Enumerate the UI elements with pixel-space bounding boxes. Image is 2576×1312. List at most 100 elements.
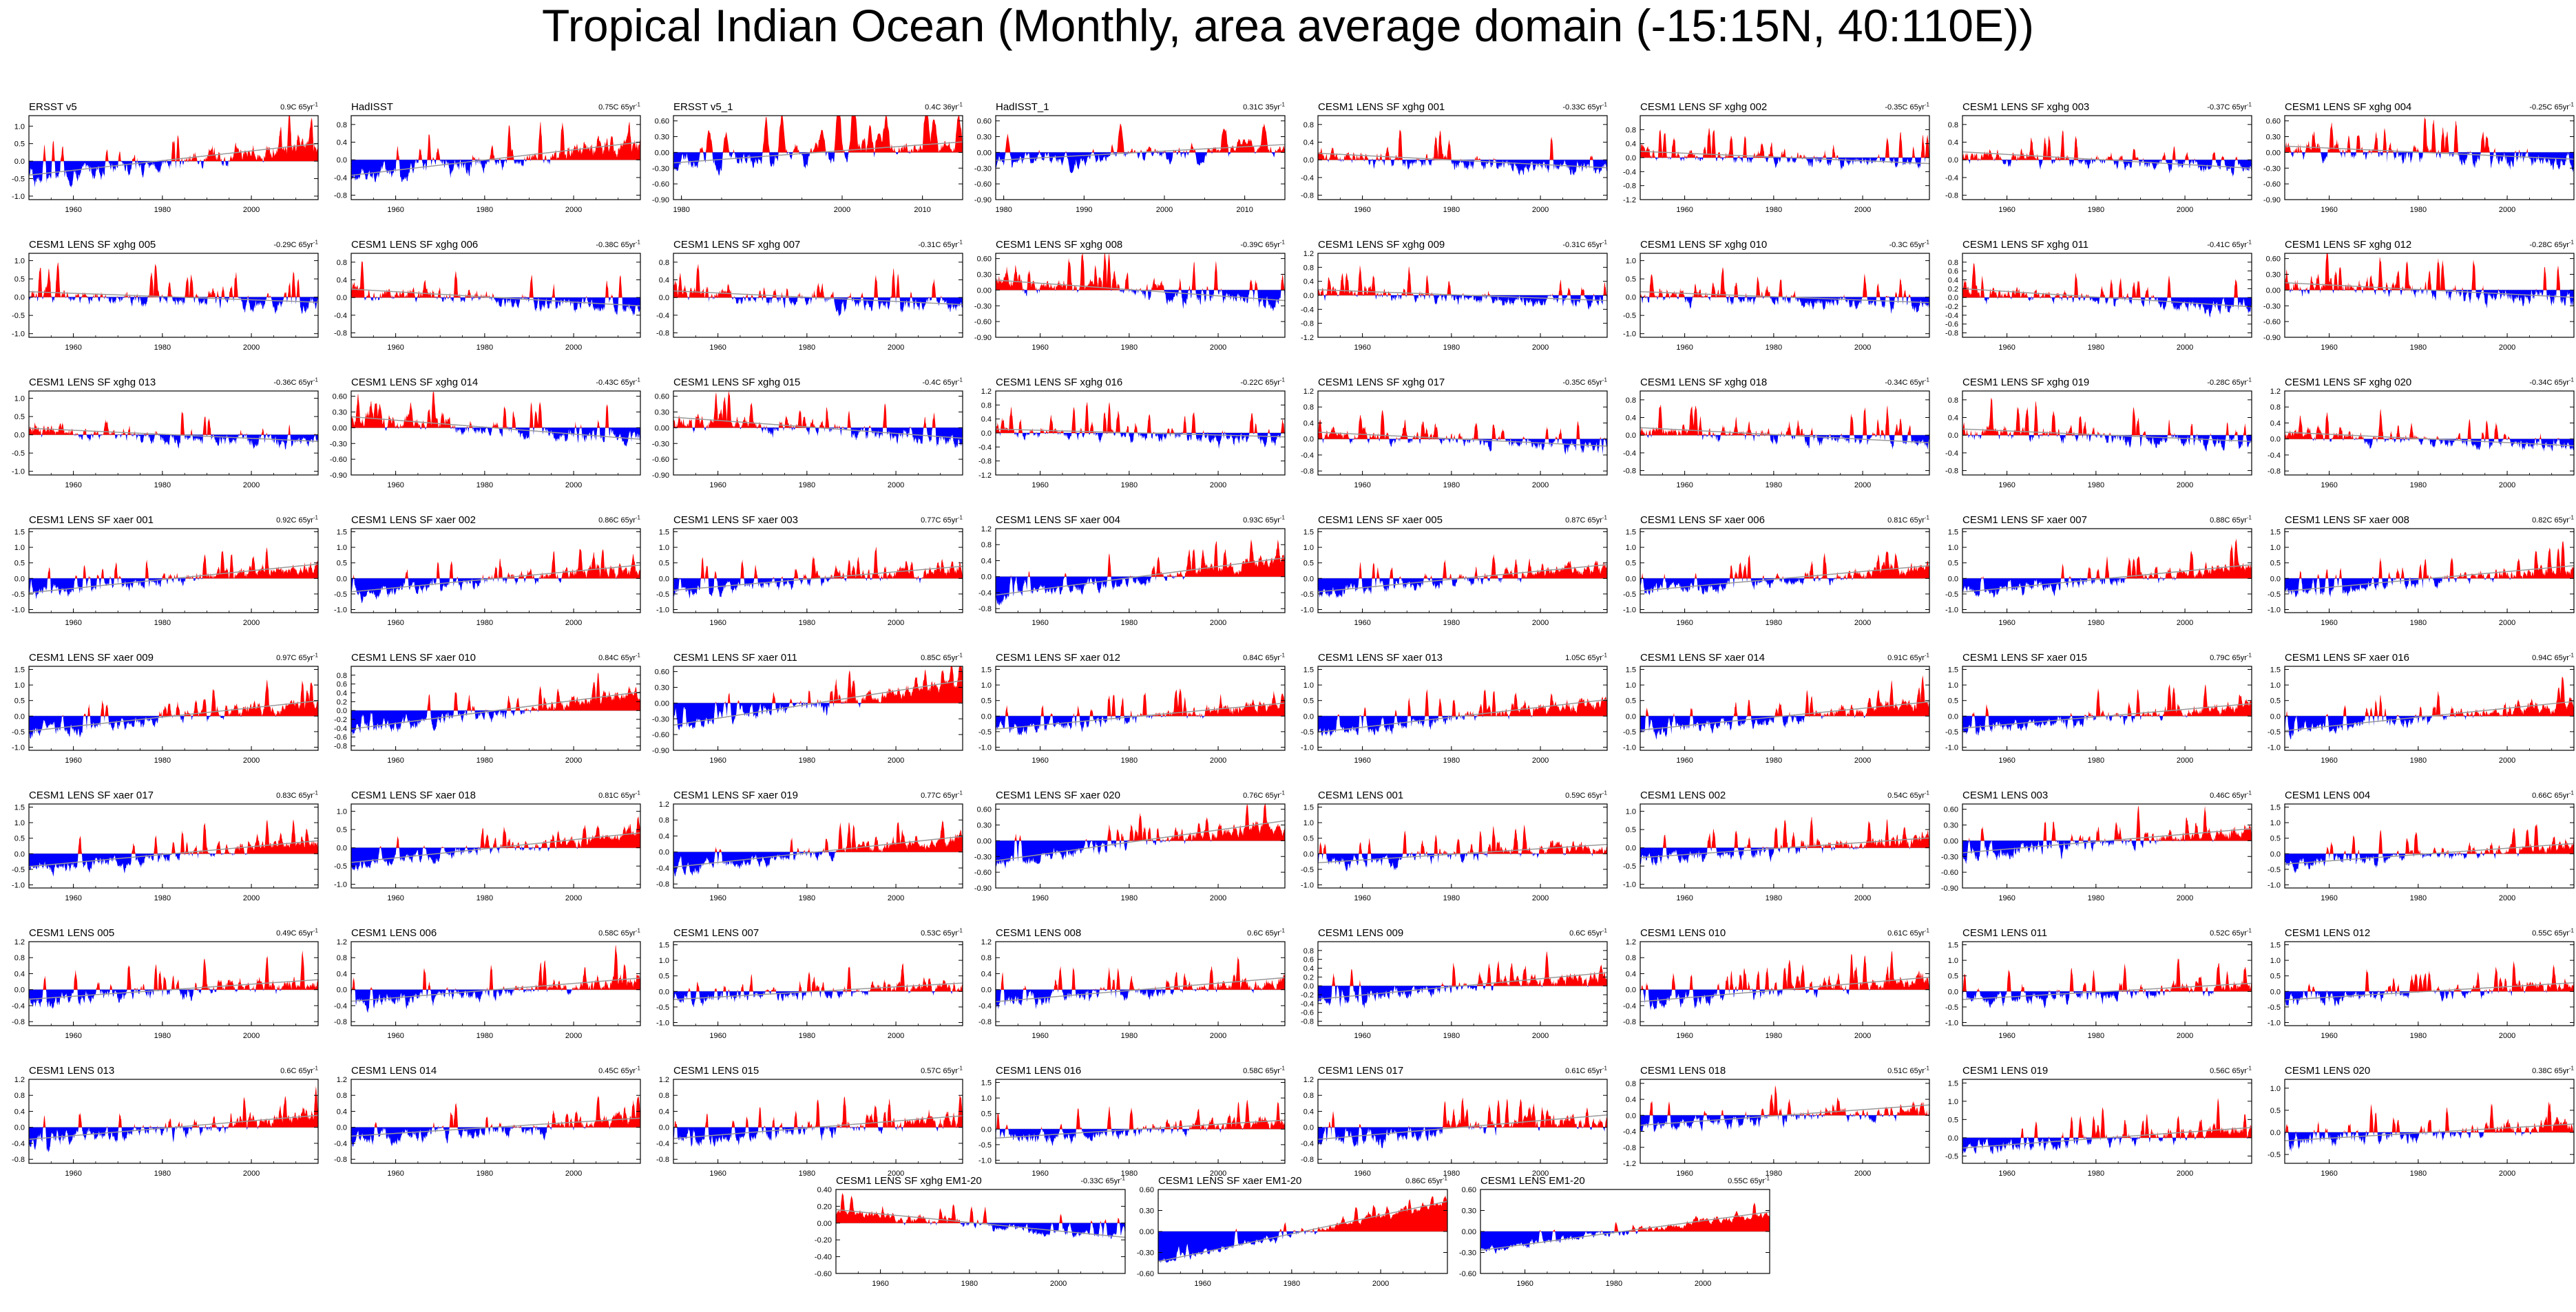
y-tick-label: 0.8	[1303, 121, 1314, 129]
positive-anomaly-area	[1318, 129, 1607, 160]
y-tick-label: 0.4	[337, 970, 347, 978]
plot-area: -1.0 -0.5 0.0 0.5 1.0 1.5 1960 1980 2000	[1623, 666, 1930, 765]
trend-line	[350, 416, 641, 440]
y-tick-label: -0.8	[1301, 467, 1314, 476]
trend-exponent: -1	[957, 377, 963, 383]
trend-label: 0.76C 65yr-1	[1243, 790, 1285, 801]
positive-anomaly-area	[1962, 1098, 2252, 1138]
negative-anomaly-area	[2285, 438, 2574, 452]
y-tick-label: 0.00	[1462, 1228, 1476, 1236]
x-tick-label: 1960	[387, 894, 404, 902]
y-tick-label: -1.2	[1623, 1160, 1636, 1168]
y-tick-label: -1.0	[1623, 881, 1636, 889]
y-tick-label: -0.8	[1301, 320, 1314, 328]
plot-area: -0.8-0.6-0.4-0.20.00.20.40.60.8 1960 1980 2…	[334, 666, 641, 765]
y-tick-label: -1.0	[978, 743, 992, 752]
x-tick-label: 1960	[2321, 894, 2337, 902]
negative-anomaly-area	[1318, 716, 1607, 737]
plot-area: -1.0 -0.5 0.0 0.5 1.0 1.5 1960 1980 2000	[12, 803, 319, 902]
negative-anomaly-area	[1640, 297, 1929, 314]
y-tick-label: -0.6	[1301, 1009, 1314, 1017]
positive-anomaly-area	[673, 962, 963, 992]
positive-anomaly-area	[673, 1094, 963, 1128]
y-tick-label: 1.5	[1303, 529, 1314, 537]
y-tick-label: 0.0	[981, 430, 992, 438]
y-tick-label: -0.30	[2263, 302, 2281, 310]
x-tick-label: 1960	[1354, 343, 1370, 352]
y-tick-label: 1.0	[2270, 544, 2281, 552]
trend-exponent: -1	[1602, 1065, 1607, 1072]
trend-label: 0.38C 65yr-1	[2532, 1066, 2574, 1076]
positive-anomaly-area	[996, 804, 1285, 841]
y-tick-label: 0.30	[655, 409, 669, 417]
y-tick-label: -0.5	[334, 863, 347, 871]
x-tick-label: 1960	[65, 1032, 81, 1040]
trend-line	[1962, 151, 2252, 169]
x-tick-label: 2000	[565, 1170, 582, 1178]
positive-anomaly-area	[2285, 116, 2574, 153]
trend-exponent: -1	[1924, 377, 1929, 383]
trend-label: -0.22C 65yr-1	[1240, 377, 1285, 388]
panel-title: CESM1 LENS SF xaer 005	[1318, 514, 1443, 526]
panel-title: CESM1 LENS SF xghg 005	[29, 239, 156, 251]
plot-area: -1.0 -0.5 0.0 0.5 1.0 1.5 1960 1980 2000	[12, 666, 319, 765]
y-tick-label: 1.2	[981, 525, 992, 533]
y-tick-label: 1.5	[659, 942, 669, 950]
plot-area: -0.90 -0.60 -0.30 0.00 0.30 0.60 1960 1980 2000	[2263, 253, 2575, 352]
y-tick-label: 1.5	[2270, 666, 2281, 675]
chart-panel: CESM1 LENS SF xaer 007 0.88C 65yr-1 -1.0 -0…	[1945, 515, 2252, 651]
x-tick-label: 1960	[387, 1032, 404, 1040]
plot-area: -0.90 -0.60 -0.30 0.00 0.30 0.60 1980 1990 2000 2…	[974, 115, 1286, 214]
y-tick-label: 0.5	[1948, 697, 1958, 706]
y-tick-label: 0.4	[1626, 140, 1636, 149]
plot-area: -0.8 -0.4 0.0 0.4 0.8 1.2 1960 1980 2000	[978, 938, 1286, 1040]
x-tick-label: 2000	[2177, 343, 2193, 352]
negative-anomaly-area	[29, 989, 318, 1009]
y-tick-label: 0.30	[655, 684, 669, 692]
plot-frame	[995, 941, 1286, 1026]
panel-title: CESM1 LENS 006	[351, 927, 437, 939]
y-tick-label: 0.0	[1303, 575, 1314, 583]
y-tick-label: -1.0	[2268, 743, 2281, 752]
trend-line	[995, 702, 1286, 730]
trend-line	[350, 564, 641, 593]
chart-panel: CESM1 LENS SF xghg 019 -0.28C 65yr-1 -0.8-…	[1945, 377, 2252, 514]
plot-frame	[1640, 390, 1930, 476]
y-tick-label: -0.90	[2263, 334, 2281, 342]
trend-line	[28, 563, 319, 593]
plot-area: -0.90 -0.60 -0.30 0.00 0.30 0.60 1960 1980 2000	[330, 390, 641, 489]
x-tick-label: 1980	[154, 343, 171, 352]
trend-value: -0.25C 65yr	[2529, 103, 2569, 112]
trend-exponent: -1	[1602, 514, 1607, 521]
trend-value: -0.29C 65yr	[273, 241, 313, 249]
y-tick-label: 0.5	[2270, 697, 2281, 706]
x-tick-label: 1960	[2321, 1032, 2337, 1040]
x-tick-label: 2000	[1854, 756, 1871, 765]
y-tick-label: -0.60	[2263, 180, 2281, 189]
positive-anomaly-area	[1962, 805, 2252, 841]
y-tick-label: -0.30	[974, 302, 992, 310]
chart-panel: HadISST_1 0.31C 35yr-1 -0.90 -0.60 -0.30 0.00…	[974, 102, 1286, 238]
trend-exponent: -1	[313, 101, 318, 108]
y-tick-label: 0.00	[977, 149, 992, 157]
y-tick-label: 0.0	[1626, 575, 1636, 583]
y-tick-label: -0.2	[334, 716, 347, 724]
x-tick-label: 2000	[888, 619, 904, 627]
trend-value: -0.28C 65yr	[2207, 379, 2247, 387]
plot-area: -0.8-0.6-0.4-0.20.00.20.40.60.8 1960 1980 2…	[1945, 253, 2252, 352]
trend-value: -0.22C 65yr	[1240, 379, 1280, 387]
y-tick-label: 1.2	[14, 1076, 25, 1084]
positive-anomaly-area	[673, 820, 963, 852]
x-tick-label: 1960	[1194, 1280, 1211, 1288]
x-tick-label: 1960	[1676, 1170, 1693, 1178]
plot-area: -1.0 -0.5 0.0 0.5 1.0 1.5 1960 1980 2000	[656, 528, 963, 627]
trend-exponent: -1	[635, 101, 640, 108]
trend-label: 0.85C 65yr-1	[921, 653, 963, 663]
trend-value: -0.37C 65yr	[2207, 103, 2247, 112]
positive-anomaly-area	[1962, 957, 2252, 992]
chart-panel: CESM1 LENS SF xghg 002 -0.35C 65yr-1 -1.2-…	[1623, 102, 1930, 238]
chart-panel: CESM1 LENS SF xghg 015 -0.4C 65yr-1 -0.90-…	[652, 377, 963, 514]
x-tick-label: 2000	[1210, 756, 1226, 765]
trend-exponent: -1	[635, 514, 640, 521]
y-tick-label: 0.0	[14, 850, 25, 858]
